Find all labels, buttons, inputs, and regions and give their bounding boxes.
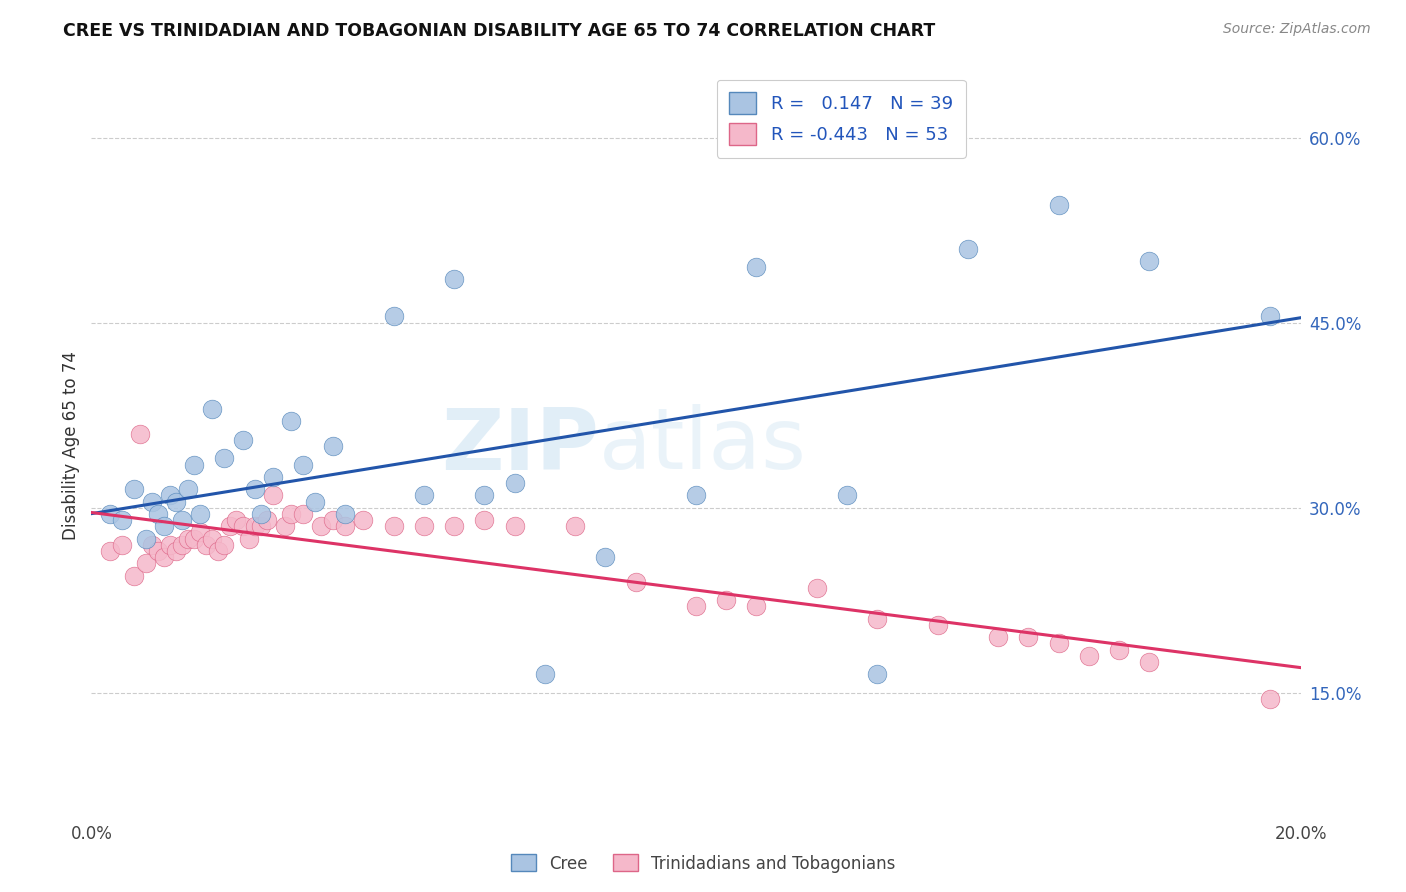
Point (595, 549, 617, 565)
Point (159, 538, 181, 552)
Point (146, 544, 169, 558)
Point (231, 519, 253, 533)
Point (1139, 253, 1161, 268)
Point (159, 488, 181, 502)
Point (249, 519, 271, 533)
Point (188, 507, 211, 521)
Point (806, 581, 828, 595)
Point (382, 519, 405, 533)
Point (177, 532, 200, 546)
Point (153, 549, 176, 565)
Point (135, 556, 157, 570)
Point (243, 519, 266, 533)
Point (956, 242, 979, 256)
Point (214, 538, 236, 552)
Text: ZIP: ZIP (441, 404, 599, 488)
Point (165, 544, 187, 558)
Point (135, 532, 157, 546)
Point (1047, 198, 1070, 212)
Point (128, 426, 150, 441)
Point (219, 519, 242, 533)
Point (745, 260, 768, 274)
Point (322, 439, 344, 453)
Point (987, 630, 1010, 644)
Point (183, 532, 205, 546)
Point (141, 538, 163, 552)
Point (183, 458, 205, 472)
Point (413, 519, 436, 533)
Text: Source: ZipAtlas.com: Source: ZipAtlas.com (1223, 22, 1371, 37)
Point (472, 488, 495, 502)
Point (141, 494, 163, 508)
Point (98, 544, 121, 558)
Point (304, 494, 326, 508)
Point (1047, 636, 1070, 650)
Point (225, 513, 247, 527)
Point (122, 568, 145, 582)
Point (214, 451, 236, 466)
Text: CREE VS TRINIDADIAN AND TOBAGONIAN DISABILITY AGE 65 TO 74 CORRELATION CHART: CREE VS TRINIDADIAN AND TOBAGONIAN DISAB… (63, 22, 935, 40)
Point (866, 667, 889, 681)
Point (309, 519, 332, 533)
Point (335, 507, 357, 521)
Point (177, 482, 200, 496)
Point (1139, 655, 1161, 669)
Point (207, 544, 229, 558)
Point (1018, 630, 1040, 644)
Point (443, 519, 465, 533)
Point (472, 513, 495, 527)
Point (231, 433, 253, 447)
Point (292, 507, 315, 521)
Point (165, 494, 187, 508)
Point (1260, 692, 1282, 706)
Point (866, 612, 889, 626)
Point (1260, 310, 1282, 324)
Point (443, 272, 465, 286)
Point (322, 513, 344, 527)
Point (1108, 642, 1130, 657)
Point (280, 507, 302, 521)
Point (172, 513, 194, 527)
Point (188, 525, 211, 540)
Point (685, 599, 707, 614)
Point (564, 519, 586, 533)
Point (274, 519, 297, 533)
Point (503, 476, 526, 491)
Point (238, 532, 260, 546)
Point (745, 599, 768, 614)
Point (262, 488, 284, 502)
Point (172, 538, 194, 552)
Point (714, 593, 737, 607)
Text: atlas: atlas (599, 404, 807, 488)
Point (503, 519, 526, 533)
Point (153, 519, 176, 533)
Point (98, 507, 121, 521)
Legend: R =   0.147   N = 39, R = -0.443   N = 53: R = 0.147 N = 39, R = -0.443 N = 53 (717, 79, 966, 158)
Point (111, 513, 132, 527)
Point (624, 574, 647, 589)
Point (122, 482, 145, 496)
Point (382, 310, 405, 324)
Point (352, 513, 374, 527)
Point (533, 667, 555, 681)
Point (1077, 648, 1099, 663)
Point (243, 482, 266, 496)
Point (835, 488, 858, 502)
Point (195, 538, 218, 552)
Point (262, 470, 284, 484)
Point (685, 488, 707, 502)
Point (146, 507, 169, 521)
Point (292, 458, 315, 472)
Point (335, 519, 357, 533)
Point (256, 513, 278, 527)
Point (249, 507, 271, 521)
Point (280, 414, 302, 428)
Point (927, 618, 949, 632)
Point (111, 538, 132, 552)
Legend: Cree, Trinidadians and Tobagonians: Cree, Trinidadians and Tobagonians (505, 847, 901, 880)
Point (201, 532, 224, 546)
Y-axis label: Disability Age 65 to 74: Disability Age 65 to 74 (62, 351, 80, 541)
Point (413, 488, 436, 502)
Point (201, 401, 224, 416)
